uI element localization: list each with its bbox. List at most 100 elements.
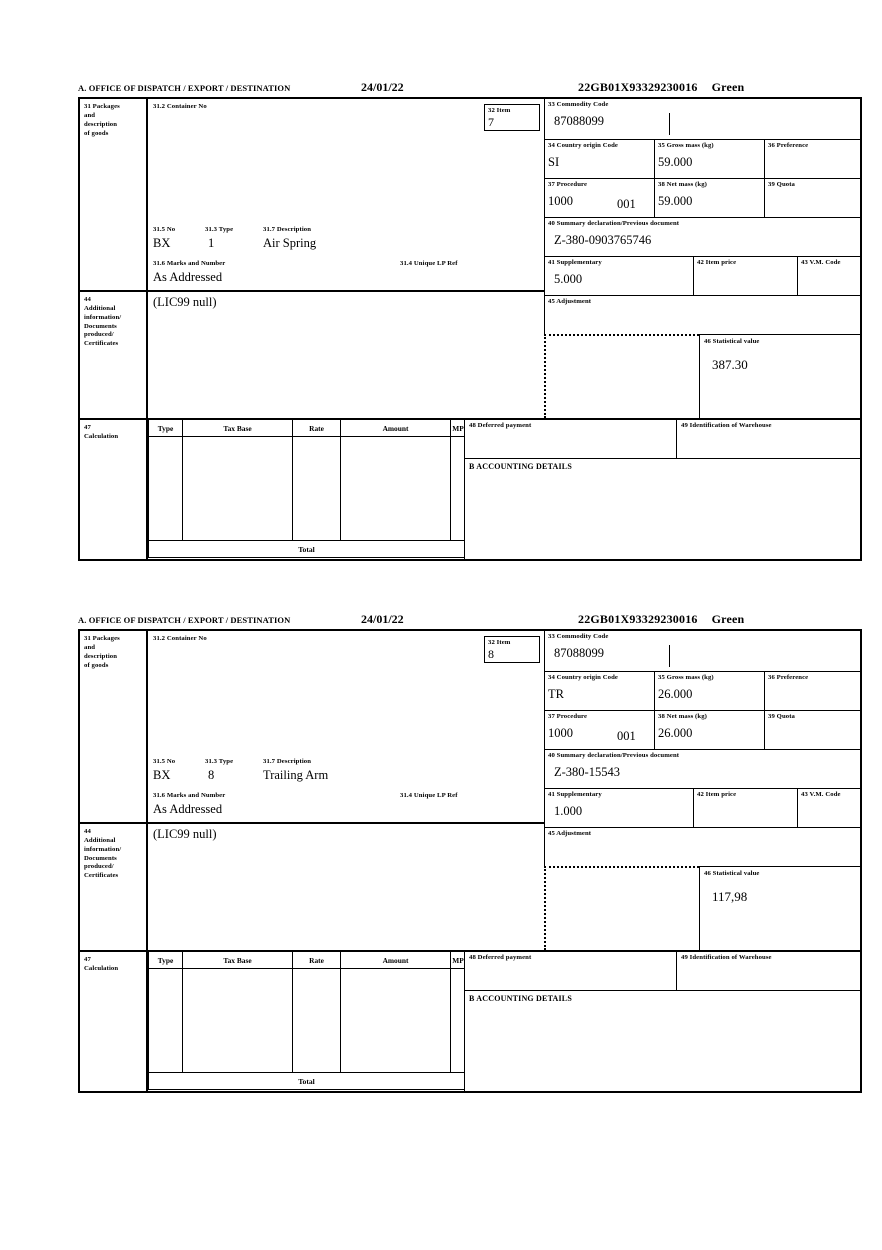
- box-33-label: 33 Commodity Code: [548, 101, 609, 108]
- packages-type-value: 8: [208, 768, 215, 782]
- box-31-7-description-label: 31.7 Description: [263, 226, 312, 233]
- calc-col-rate-header: Rate: [293, 420, 341, 436]
- box-32-item: 32 Item 7: [484, 104, 540, 131]
- mrn-reference: 22GB01X93329230016 Green: [578, 612, 744, 627]
- previous-document-value: Z-380-15543: [554, 764, 620, 779]
- box-31-3-type-label: 31.3 Type: [205, 226, 234, 233]
- packages-no-value: BX: [153, 768, 171, 782]
- calc-cell-tax-base: [183, 437, 293, 540]
- calc-col-amount-header: Amount: [341, 420, 451, 436]
- box-48-label: 48 Deferred payment: [469, 422, 532, 429]
- box-47-label: 47 Calculation: [80, 418, 148, 559]
- box-34-country-origin-code: 34 Country origin Code TR: [544, 671, 654, 710]
- calc-cell-tax-base: [183, 969, 293, 1072]
- box-44-label: 44 Additional information/ Documents pro…: [80, 290, 148, 418]
- item-number-value: 8: [488, 646, 494, 661]
- mrn-number: 22GB01X93329230016: [578, 612, 698, 626]
- box-32-item-label: 32 Item: [488, 639, 511, 646]
- box-31-packages-description: 31.2 Container No 31.5 No 31.3 Type 31.7…: [148, 99, 544, 290]
- copy-colour: Green: [711, 80, 745, 94]
- procedure-additional-code-value: 001: [617, 729, 636, 743]
- box-31-6-marks-label: 31.6 Marks and Number: [153, 792, 226, 799]
- box-40-previous-document: 40 Summary declaration/Previous document…: [544, 749, 860, 788]
- box-42-item-price: 42 Item price: [693, 256, 797, 295]
- box-44-additional-information: (LIC99 null): [148, 290, 544, 418]
- calc-cell-rate: [293, 969, 341, 1072]
- calculation-header-row: Type Tax Base Rate Amount MP: [149, 952, 464, 969]
- box-35-gross-mass: 35 Gross mass (kg) 59.000: [654, 139, 764, 178]
- box-45-adjustment: 45 Adjustment: [544, 827, 860, 866]
- box-31-5-no-label: 31.5 No: [153, 758, 176, 765]
- box-39-label: 39 Quota: [768, 181, 795, 188]
- box-33-label: 33 Commodity Code: [548, 633, 609, 640]
- box-31-2-container-no-label: 31.2 Container No: [153, 103, 207, 110]
- box-31-3-type-label: 31.3 Type: [205, 758, 234, 765]
- marks-row: 31.6 Marks and Number 31.4 Unique LP Ref…: [153, 792, 543, 822]
- box-34-label: 34 Country origin Code: [548, 674, 619, 681]
- box-31-5-no-label: 31.5 No: [153, 226, 176, 233]
- box-49-warehouse-identification: 49 Identification of Warehouse: [676, 950, 860, 990]
- box-31-label: 31 Packages and description of goods: [80, 631, 148, 822]
- calc-cell-type: [149, 437, 183, 540]
- box-31-7-description-label: 31.7 Description: [263, 758, 312, 765]
- calculation-header-row: Type Tax Base Rate Amount MP: [149, 420, 464, 437]
- box-39-quota: 39 Quota: [764, 178, 860, 217]
- dotted-blank-region: [544, 866, 699, 950]
- box-34-country-origin-code: 34 Country origin Code SI: [544, 139, 654, 178]
- box-49-warehouse-identification: 49 Identification of Warehouse: [676, 418, 860, 458]
- box-31-detail-rows: 31.5 No 31.3 Type 31.7 Description BX 1 …: [153, 226, 543, 290]
- box-42-label: 42 Item price: [697, 791, 737, 798]
- calc-cell-mp: [451, 437, 465, 540]
- calc-cell-amount: [341, 437, 451, 540]
- box-47-calculation: Type Tax Base Rate Amount MP Total: [148, 418, 464, 559]
- item-number-value: 7: [488, 114, 494, 129]
- gross-mass-value: 26.000: [658, 686, 693, 701]
- marks-and-number-value: As Addressed: [153, 270, 223, 284]
- commodity-code-value: 87088099: [554, 113, 604, 128]
- country-origin-code-value: SI: [548, 154, 560, 169]
- calculation-total-row: Total: [148, 1072, 464, 1090]
- box-46-label: 46 Statistical value: [704, 338, 760, 345]
- calc-col-type-header: Type: [149, 952, 183, 968]
- box-35-label: 35 Gross mass (kg): [658, 142, 714, 149]
- calc-col-tax-base-header: Tax Base: [183, 420, 293, 436]
- box-41-supplementary: 41 Supplementary 5.000: [544, 256, 693, 295]
- box-35-gross-mass: 35 Gross mass (kg) 26.000: [654, 671, 764, 710]
- form-body: 31 Packages and description of goods 31.…: [78, 631, 862, 1093]
- office-of-dispatch-label: A. OFFICE OF DISPATCH / EXPORT / DESTINA…: [78, 83, 291, 93]
- country-origin-code-value: TR: [548, 686, 564, 701]
- box-37-procedure: 37 Procedure 1000 001: [544, 710, 654, 749]
- box-45-label: 45 Adjustment: [548, 298, 592, 305]
- box-45-adjustment: 45 Adjustment: [544, 295, 860, 334]
- copy-colour: Green: [711, 612, 745, 626]
- box-40-previous-document: 40 Summary declaration/Previous document…: [544, 217, 860, 256]
- calc-cell-type: [149, 969, 183, 1072]
- packages-row: 31.5 No 31.3 Type 31.7 Description BX 1 …: [153, 226, 543, 260]
- calc-cell-rate: [293, 437, 341, 540]
- box-33-commodity-code: 33 Commodity Code 87088099: [544, 99, 860, 139]
- packages-description-value: Trailing Arm: [263, 768, 329, 782]
- additional-information-value: (LIC99 null): [153, 827, 217, 841]
- box-47-label: 47 Calculation: [80, 950, 148, 1091]
- box-38-net-mass: 38 Net mass (kg) 26.000: [654, 710, 764, 749]
- net-mass-value: 26.000: [658, 725, 693, 740]
- form-header: A. OFFICE OF DISPATCH / EXPORT / DESTINA…: [78, 80, 862, 99]
- box-48-deferred-payment: 48 Deferred payment: [464, 418, 676, 458]
- box-43-vm-code: 43 V.M. Code: [797, 256, 860, 295]
- sad-form-item-8: A. OFFICE OF DISPATCH / EXPORT / DESTINA…: [78, 612, 862, 1093]
- calc-col-amount-header: Amount: [341, 952, 451, 968]
- box-41-label: 41 Supplementary: [548, 259, 602, 266]
- box-37-label: 37 Procedure: [548, 181, 588, 188]
- box-31-packages-description: 31.2 Container No 31.5 No 31.3 Type 31.7…: [148, 631, 544, 822]
- box-43-label: 43 V.M. Code: [801, 791, 841, 798]
- box-36-label: 36 Preference: [768, 142, 809, 149]
- box-34-label: 34 Country origin Code: [548, 142, 619, 149]
- box-36-preference: 36 Preference: [764, 139, 860, 178]
- sad-form-item-7: A. OFFICE OF DISPATCH / EXPORT / DESTINA…: [78, 80, 862, 561]
- procedure-additional-code-value: 001: [617, 197, 636, 211]
- calculation-grid: Type Tax Base Rate Amount MP: [148, 952, 464, 1072]
- calc-cell-amount: [341, 969, 451, 1072]
- box-40-label: 40 Summary declaration/Previous document: [548, 220, 680, 227]
- box-39-label: 39 Quota: [768, 713, 795, 720]
- calculation-body: [149, 969, 464, 1072]
